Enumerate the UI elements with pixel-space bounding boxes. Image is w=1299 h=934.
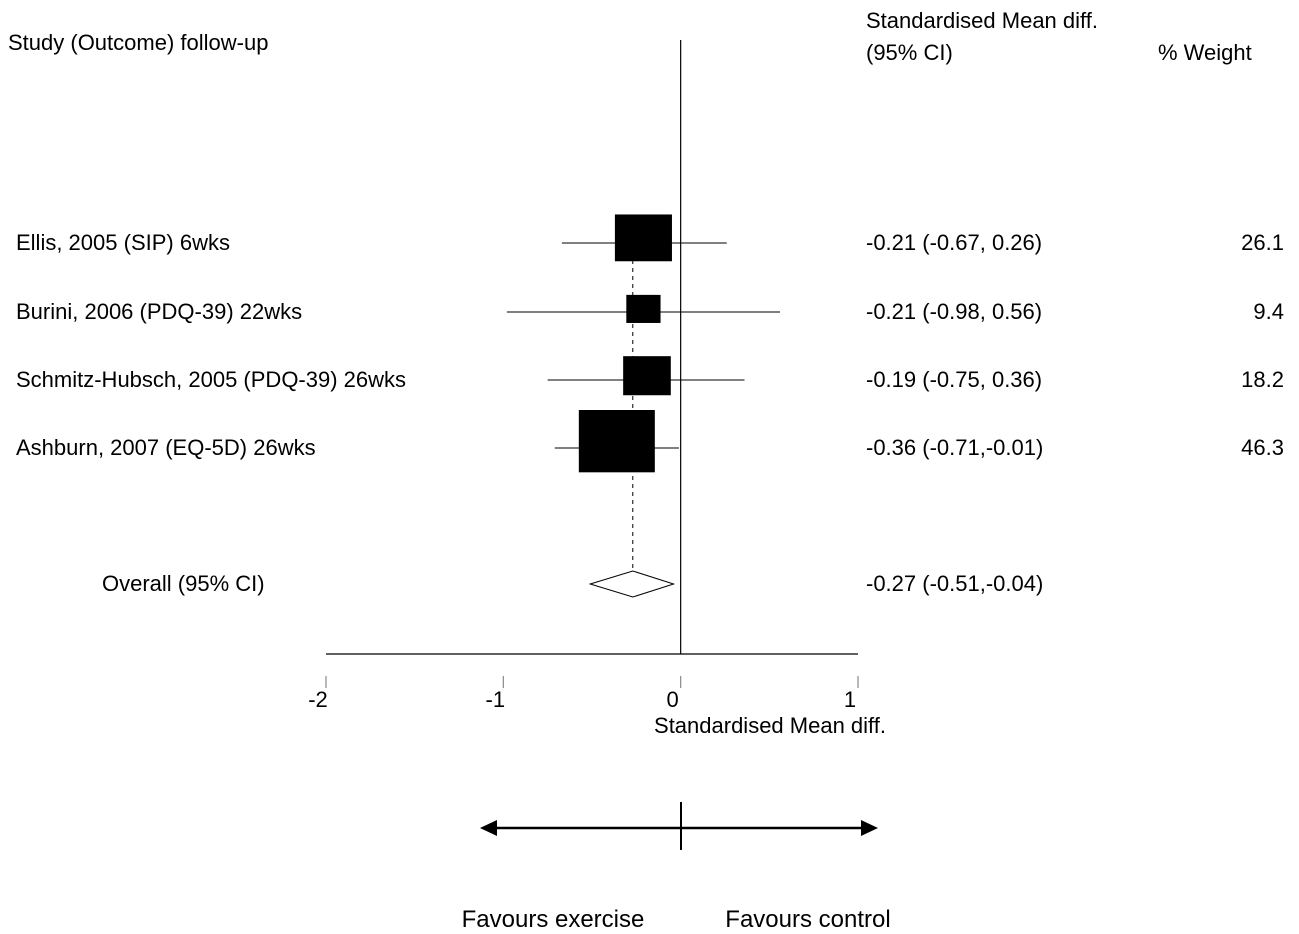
favours-arrow bbox=[480, 802, 878, 850]
right-arrowhead bbox=[861, 820, 878, 836]
effect-ci-text: -0.36 (-0.71,-0.01) bbox=[866, 435, 1043, 460]
point-estimate-box bbox=[614, 214, 672, 262]
overall-row: Overall (95% CI) -0.27 (-0.51,-0.04) bbox=[102, 570, 1043, 598]
x-tick-label: -2 bbox=[308, 687, 328, 712]
weight-text: 18.2 bbox=[1241, 367, 1284, 392]
left-arrowhead bbox=[480, 820, 497, 836]
effect-ci-text: -0.19 (-0.75, 0.36) bbox=[866, 367, 1042, 392]
study-row: Burini, 2006 (PDQ-39) 22wks -0.21 (-0.98,… bbox=[16, 294, 1284, 324]
study-rows: Ellis, 2005 (SIP) 6wks -0.21 (-0.67, 0.26… bbox=[16, 214, 1284, 598]
weight-column-header: % Weight bbox=[1158, 40, 1252, 65]
overall-diamond bbox=[588, 570, 676, 598]
study-label: Burini, 2006 (PDQ-39) 22wks bbox=[16, 299, 302, 324]
point-estimate-box bbox=[623, 356, 671, 396]
study-row: Ellis, 2005 (SIP) 6wks -0.21 (-0.67, 0.26… bbox=[16, 214, 1284, 262]
x-tick-label: 0 bbox=[667, 687, 679, 712]
x-tick-label: 1 bbox=[844, 687, 856, 712]
study-label: Ashburn, 2007 (EQ-5D) 26wks bbox=[16, 435, 316, 460]
smd-column-header-line1: Standardised Mean diff. bbox=[866, 8, 1098, 33]
weight-text: 9.4 bbox=[1253, 299, 1284, 324]
overall-ci-text: -0.27 (-0.51,-0.04) bbox=[866, 571, 1043, 596]
study-label: Schmitz-Hubsch, 2005 (PDQ-39) 26wks bbox=[16, 367, 406, 392]
study-column-header: Study (Outcome) follow-up bbox=[8, 30, 268, 55]
favours-exercise-label: Favours exercise bbox=[462, 906, 645, 933]
overall-label: Overall (95% CI) bbox=[102, 571, 265, 596]
weight-text: 26.1 bbox=[1241, 230, 1284, 255]
favours-control-label: Favours control bbox=[725, 906, 890, 933]
x-tick-label: -1 bbox=[486, 687, 506, 712]
study-label: Ellis, 2005 (SIP) 6wks bbox=[16, 230, 230, 255]
x-axis-label: Standardised Mean diff. bbox=[654, 713, 886, 738]
study-row: Ashburn, 2007 (EQ-5D) 26wks -0.36 (-0.71,… bbox=[16, 410, 1284, 473]
point-estimate-box bbox=[626, 294, 661, 323]
weight-text: 46.3 bbox=[1241, 435, 1284, 460]
x-axis: -2 -1 0 1 bbox=[308, 40, 859, 712]
point-estimate-box bbox=[578, 410, 655, 473]
smd-column-header-line2: (95% CI) bbox=[866, 40, 953, 65]
effect-ci-text: -0.21 (-0.98, 0.56) bbox=[866, 299, 1042, 324]
effect-ci-text: -0.21 (-0.67, 0.26) bbox=[866, 230, 1042, 255]
study-row: Schmitz-Hubsch, 2005 (PDQ-39) 26wks -0.19… bbox=[16, 356, 1284, 396]
